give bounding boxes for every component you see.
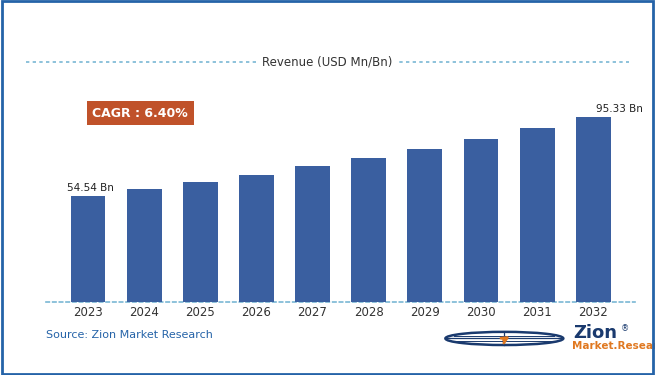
Text: 54.54 Bn: 54.54 Bn <box>67 183 113 193</box>
Bar <box>295 166 330 302</box>
Bar <box>576 117 610 302</box>
Bar <box>183 182 217 302</box>
Text: Revenue (USD Mn/Bn): Revenue (USD Mn/Bn) <box>262 56 393 69</box>
Text: Global Life Science Instrumentation Market, 2018-2032 (USD Billion): Global Life Science Instrumentation Mark… <box>17 17 638 32</box>
Bar <box>407 148 442 302</box>
Bar <box>351 158 386 302</box>
Bar <box>464 139 498 302</box>
Bar <box>519 128 555 302</box>
Text: CAGR : 6.40%: CAGR : 6.40% <box>92 107 188 120</box>
Bar <box>71 196 105 302</box>
Bar <box>126 189 162 302</box>
Text: 95.33 Bn: 95.33 Bn <box>596 104 643 114</box>
Text: Market.Research: Market.Research <box>572 341 655 351</box>
Bar <box>239 174 274 302</box>
Text: Zion: Zion <box>573 324 617 342</box>
Text: ®: ® <box>621 324 629 333</box>
Text: Source: Zion Market Research: Source: Zion Market Research <box>46 330 213 340</box>
